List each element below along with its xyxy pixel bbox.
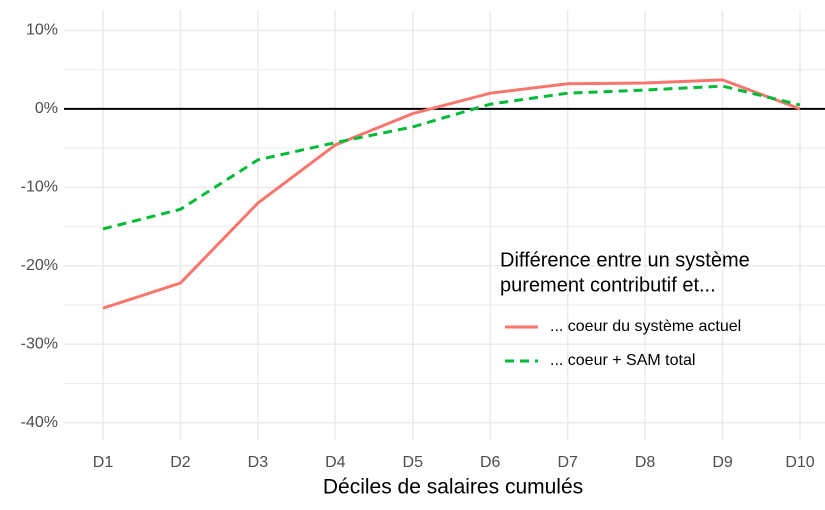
legend-label: ... coeur + SAM total <box>550 352 695 369</box>
y-tick-label: -20% <box>21 257 58 274</box>
legend-label: ... coeur du système actuel <box>550 318 741 335</box>
y-tick-label: 10% <box>26 22 58 39</box>
x-tick-label: D4 <box>325 454 346 471</box>
y-tick-label: 0% <box>35 100 58 117</box>
legend-title: purement contributif et... <box>500 274 716 296</box>
series-line <box>102 84 801 231</box>
x-tick-label: D6 <box>480 454 501 471</box>
y-tick-label: -40% <box>21 414 58 431</box>
x-axis-title: Déciles de salaires cumulés <box>323 476 583 499</box>
x-tick-label: D2 <box>170 454 191 471</box>
series-line <box>102 78 801 310</box>
x-tick-label: D10 <box>785 454 814 471</box>
x-tick-label: D7 <box>557 454 578 471</box>
legend-title: Différence entre un système <box>500 249 750 271</box>
x-tick-label: D5 <box>403 454 424 471</box>
x-tick-label: D1 <box>93 454 114 471</box>
x-tick-label: D9 <box>712 454 733 471</box>
y-tick-label: -10% <box>21 179 58 196</box>
grid <box>64 10 825 440</box>
x-tick-label: D8 <box>635 454 656 471</box>
y-tick-label: -30% <box>21 335 58 352</box>
x-tick-label: D3 <box>248 454 269 471</box>
